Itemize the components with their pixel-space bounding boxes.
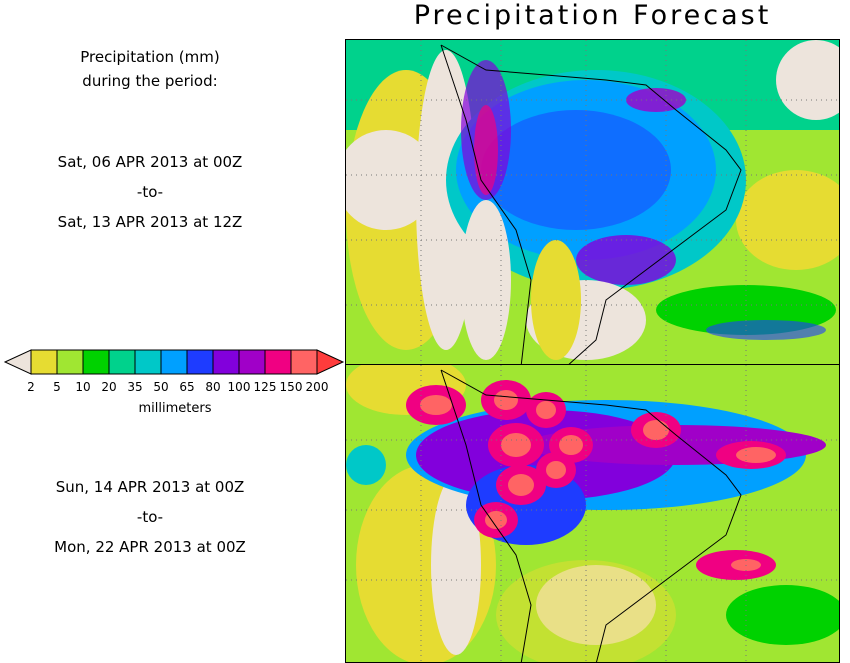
colorbar-cell — [134, 349, 162, 375]
colorbar-tick-label: 125 — [254, 380, 277, 394]
period2-start: Sun, 14 APR 2013 at 00Z — [55, 478, 245, 496]
colorbar-tick-label: 100 — [228, 380, 251, 394]
page-title: Precipitation Forecast — [413, 0, 772, 31]
colorbar-under-triangle — [3, 349, 32, 375]
colorbar-cell — [82, 349, 110, 375]
colorbar-cell — [30, 349, 58, 375]
precip-map-2 — [346, 365, 839, 662]
legend-heading-1: Precipitation (mm) — [80, 48, 220, 66]
colorbar: 2 5 10 20 35 50 65 80 100 125 150 200 millimeters — [3, 349, 345, 416]
legend-heading-2: during the period: — [82, 72, 218, 90]
colorbar-tick-label: 35 — [127, 380, 142, 394]
period1-start: Sat, 06 APR 2013 at 00Z — [57, 153, 243, 171]
colorbar-cell — [56, 349, 84, 375]
colorbar-cell — [108, 349, 136, 375]
colorbar-tick-label: 50 — [153, 380, 168, 394]
period2-end: Mon, 22 APR 2013 at 00Z — [54, 538, 246, 556]
colorbar-over-triangle — [316, 349, 345, 375]
map-panel-period1 — [345, 39, 840, 366]
period1-sep: -to- — [136, 183, 164, 201]
colorbar-tick-label: 10 — [75, 380, 90, 394]
colorbar-tick-label: 20 — [101, 380, 116, 394]
colorbar-unit: millimeters — [139, 401, 212, 416]
colorbar-tick-label: 80 — [205, 380, 220, 394]
colorbar-tick-label: 5 — [53, 380, 61, 394]
colorbar-cell — [264, 349, 292, 375]
map-panel-period2 — [345, 364, 840, 663]
colorbar-cell — [186, 349, 214, 375]
colorbar-tick-label: 150 — [280, 380, 303, 394]
period1-end: Sat, 13 APR 2013 at 12Z — [57, 213, 243, 231]
precip-map-1 — [346, 40, 839, 365]
colorbar-cell — [212, 349, 240, 375]
colorbar-cell — [160, 349, 188, 375]
colorbar-tick-label: 2 — [27, 380, 35, 394]
colorbar-cell — [290, 349, 318, 375]
colorbar-tick-label: 65 — [179, 380, 194, 394]
colorbar-cell — [238, 349, 266, 375]
period2-sep: -to- — [136, 508, 164, 526]
colorbar-tick-label: 200 — [306, 380, 329, 394]
